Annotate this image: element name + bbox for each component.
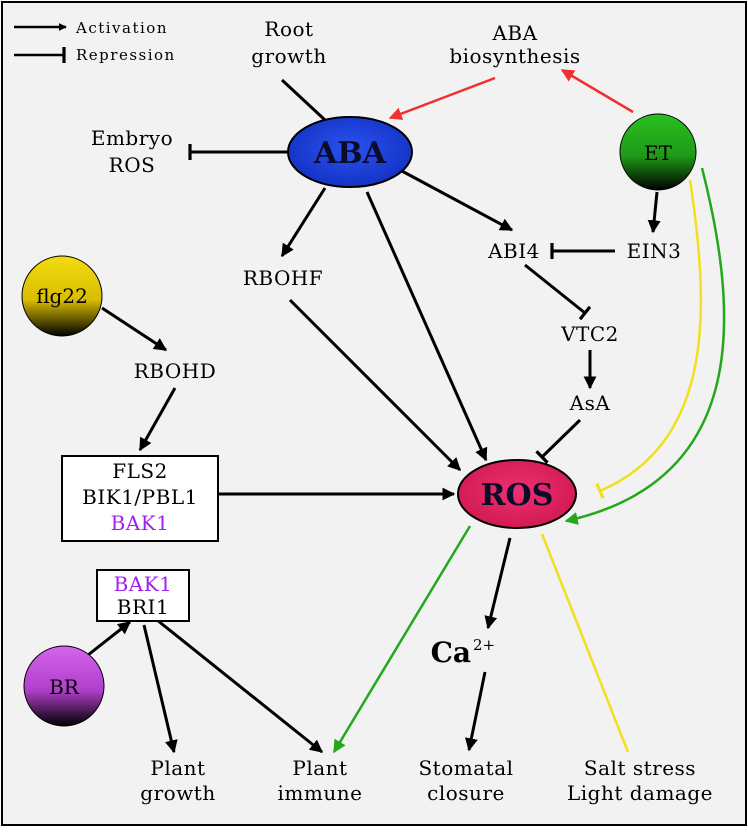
rbohf-label: RBOHF [243, 266, 323, 290]
plant-immune-label-line1: Plant [292, 756, 347, 780]
rbohd-label: RBOHD [134, 359, 217, 383]
asa-label: AsA [569, 391, 611, 415]
bak1-label-fls2-box: BAK1 [111, 511, 170, 535]
edge-aba-to-abi4 [399, 168, 514, 232]
ros-label: ROS [481, 478, 554, 513]
edge-et-to-biosynthesis [560, 68, 634, 114]
edge-ros-to-plant-immune [332, 525, 472, 754]
edge-ros-to-salt-stress [540, 533, 630, 753]
br-label: BR [49, 675, 80, 699]
legend-activation-label: Activation [75, 19, 168, 37]
bri1-label: BRI1 [117, 595, 169, 619]
legend-repression-label: Repression [76, 46, 176, 64]
bik1-pbl1-label: BIK1/PBL1 [82, 485, 198, 509]
edge-et-to-ros [564, 167, 726, 525]
edge-aba-to-ros [365, 191, 488, 462]
calcium-superscript: 2+ [473, 636, 495, 654]
plant-immune-label-line2: immune [278, 781, 363, 805]
edge-flg22-to-rbohd [101, 306, 168, 352]
labels: Root growth ABA biosynthesis Embryo ROS … [82, 17, 713, 805]
aba-node: ABA [287, 116, 413, 188]
edge-rbohf-to-ros [288, 298, 462, 472]
edge-aba-to-rbohf [280, 187, 327, 258]
receptor-complex-box [61, 455, 219, 542]
root-growth-label-line2: growth [251, 44, 326, 68]
aba-label: ABA [313, 136, 387, 171]
et-label: ET [644, 141, 673, 165]
ros-node: ROS [457, 459, 577, 529]
root-growth-label-line1: Root [264, 17, 313, 41]
br-receptor-box [96, 569, 190, 622]
et-node: ET [619, 113, 697, 191]
edge-asa-repress-ros [535, 418, 582, 464]
edge-et-to-ein3 [647, 191, 661, 234]
edge-abi4-repress-vtc2 [524, 263, 592, 321]
edge-calcium-to-stomatal [464, 671, 487, 752]
edge-et-repress-ros [595, 179, 703, 499]
embryo-ros-label-line2: ROS [109, 153, 156, 177]
fls2-label: FLS2 [112, 459, 168, 483]
stomatal-closure-label-line2: closure [427, 781, 505, 805]
aba-biosynthesis-label-line1: ABA [491, 21, 537, 45]
stomatal-closure-label-line1: Stomatal [418, 756, 513, 780]
vtc2-label: VTC2 [560, 322, 619, 346]
embryo-ros-label-line1: Embryo [91, 126, 173, 150]
bak1-label-br-box: BAK1 [114, 572, 173, 596]
edge-br-to-bri1 [87, 620, 132, 657]
plant-growth-label-line1: Plant [150, 756, 205, 780]
calcium-label: Ca [431, 636, 471, 669]
salt-stress-label: Salt stress [584, 756, 696, 780]
edges [87, 68, 726, 754]
light-damage-label: Light damage [567, 781, 713, 805]
plant-growth-label-line2: growth [140, 781, 215, 805]
legend: Activation Repression [14, 19, 176, 64]
ein3-label: EIN3 [627, 239, 682, 263]
edge-biosynthesis-to-aba [388, 76, 496, 120]
edge-aba-root-growth [280, 78, 327, 122]
edge-bri1-to-plant-growth [142, 624, 178, 754]
edge-rbohd-to-receptor [138, 387, 177, 452]
br-node: BR [23, 645, 105, 727]
edge-bri1-to-plant-immune [156, 618, 324, 754]
aba-biosynthesis-label-line2: biosynthesis [449, 44, 580, 68]
flg22-label: flg22 [36, 284, 88, 308]
flg22-node: flg22 [21, 255, 103, 337]
edge-ros-to-calcium [484, 537, 512, 630]
abi4-label: ABI4 [487, 239, 540, 263]
